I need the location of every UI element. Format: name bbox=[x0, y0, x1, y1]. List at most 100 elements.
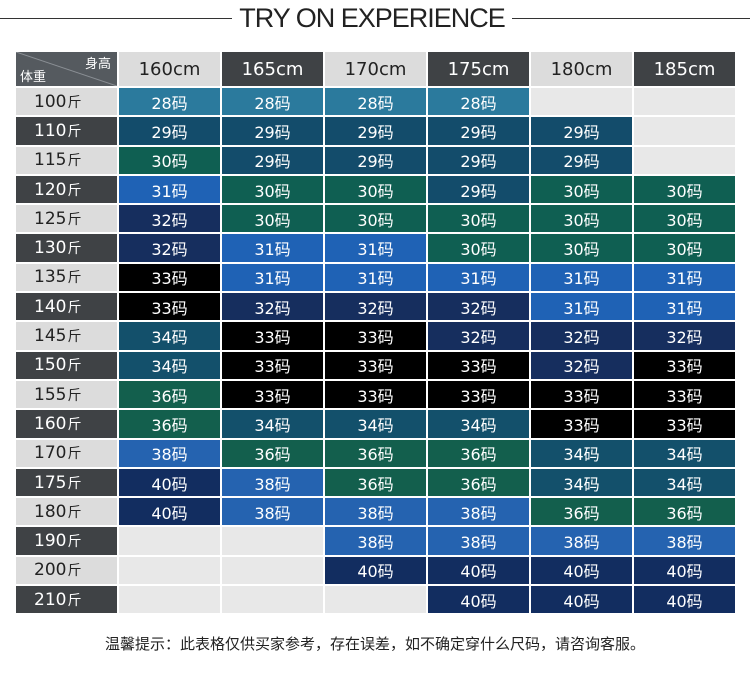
size-cell: 28码 bbox=[119, 88, 220, 116]
size-cell: 34码 bbox=[119, 351, 220, 379]
weight-header: 175斤 bbox=[16, 468, 117, 497]
size-cell: 32码 bbox=[428, 322, 529, 350]
page-title: TRY ON EXPERIENCE bbox=[239, 3, 506, 33]
size-cell: 40码 bbox=[634, 586, 735, 614]
size-cell: 36码 bbox=[119, 380, 220, 409]
size-cell: 32码 bbox=[119, 234, 220, 262]
size-cell: 31码 bbox=[634, 263, 735, 292]
table-row: 180斤 40码 38码 38码 38码 36码 36码 bbox=[16, 498, 735, 526]
size-cell: 30码 bbox=[325, 205, 426, 233]
size-cell: 32码 bbox=[325, 293, 426, 321]
weight-unit: 斤 bbox=[67, 123, 82, 140]
size-cell: 30码 bbox=[531, 234, 632, 262]
size-cell: 38码 bbox=[119, 439, 220, 467]
size-cell: 36码 bbox=[428, 439, 529, 467]
height-header: 180cm bbox=[531, 52, 632, 86]
size-cell: 36码 bbox=[531, 498, 632, 526]
weight-unit: 斤 bbox=[67, 446, 82, 463]
empty-cell bbox=[222, 527, 323, 555]
weight-value: 160 bbox=[34, 413, 67, 434]
size-cell: 38码 bbox=[222, 468, 323, 497]
weight-value: 135 bbox=[34, 267, 67, 288]
size-cell: 31码 bbox=[531, 263, 632, 292]
weight-unit: 斤 bbox=[67, 475, 82, 492]
size-cell: 33码 bbox=[119, 293, 220, 321]
weight-header: 125斤 bbox=[16, 205, 117, 233]
size-cell: 32码 bbox=[531, 322, 632, 350]
table-row: 140斤 33码 32码 32码 32码 31码 31码 bbox=[16, 293, 735, 321]
size-cell: 32码 bbox=[222, 293, 323, 321]
weight-unit: 斤 bbox=[67, 416, 82, 433]
corner-height-label: 身高 bbox=[84, 57, 111, 72]
weight-unit: 斤 bbox=[67, 241, 82, 258]
size-cell: 28码 bbox=[222, 88, 323, 116]
empty-cell bbox=[531, 88, 632, 116]
weight-value: 140 bbox=[34, 296, 67, 317]
size-cell: 34码 bbox=[428, 410, 529, 438]
size-cell: 38码 bbox=[325, 498, 426, 526]
table-row: 115斤 30码 29码 29码 29码 29码 bbox=[16, 146, 735, 174]
size-cell: 38码 bbox=[428, 498, 529, 526]
weight-header: 115斤 bbox=[16, 146, 117, 174]
size-cell: 30码 bbox=[325, 175, 426, 204]
table-row: 210斤 40码 40码 40码 bbox=[16, 586, 735, 614]
weight-value: 130 bbox=[34, 238, 67, 259]
weight-unit: 斤 bbox=[67, 563, 82, 580]
size-chart-body: 100斤 28码 28码 28码 28码 110斤 29码 29码 29码 29码 29码 115斤 3… bbox=[16, 88, 735, 614]
size-cell: 30码 bbox=[428, 234, 529, 262]
size-cell: 40码 bbox=[531, 556, 632, 585]
size-cell: 38码 bbox=[222, 498, 323, 526]
size-cell: 33码 bbox=[531, 380, 632, 409]
size-cell: 29码 bbox=[531, 117, 632, 145]
weight-unit: 斤 bbox=[67, 182, 82, 199]
weight-header: 160斤 bbox=[16, 410, 117, 438]
size-cell: 30码 bbox=[634, 205, 735, 233]
height-header: 175cm bbox=[428, 52, 529, 86]
size-cell: 34码 bbox=[222, 410, 323, 438]
weight-header: 145斤 bbox=[16, 322, 117, 350]
size-cell: 33码 bbox=[325, 322, 426, 350]
size-cell: 36码 bbox=[325, 439, 426, 467]
corner-weight-label: 体重 bbox=[20, 70, 47, 85]
weight-value: 100 bbox=[34, 91, 67, 112]
table-row: 125斤 32码 30码 30码 30码 30码 30码 bbox=[16, 205, 735, 233]
title-divider-right bbox=[512, 18, 750, 19]
table-row: 130斤 32码 31码 31码 30码 30码 30码 bbox=[16, 234, 735, 262]
table-row: 145斤 34码 33码 33码 32码 32码 32码 bbox=[16, 322, 735, 350]
weight-header: 135斤 bbox=[16, 263, 117, 292]
size-cell: 40码 bbox=[428, 556, 529, 585]
height-header: 170cm bbox=[325, 52, 426, 86]
weight-unit: 斤 bbox=[67, 211, 82, 228]
size-cell: 33码 bbox=[325, 351, 426, 379]
size-cell: 30码 bbox=[634, 234, 735, 262]
empty-cell bbox=[634, 146, 735, 174]
weight-value: 190 bbox=[34, 531, 67, 552]
height-header: 165cm bbox=[222, 52, 323, 86]
size-cell: 28码 bbox=[428, 88, 529, 116]
height-header: 160cm bbox=[119, 52, 220, 86]
size-cell: 38码 bbox=[634, 527, 735, 555]
table-row: 100斤 28码 28码 28码 28码 bbox=[16, 88, 735, 116]
empty-cell bbox=[119, 556, 220, 585]
size-cell: 32码 bbox=[531, 351, 632, 379]
size-cell: 36码 bbox=[634, 498, 735, 526]
size-cell: 33码 bbox=[222, 322, 323, 350]
size-cell: 33码 bbox=[222, 351, 323, 379]
size-chart-table: 身高 体重 160cm 165cm 170cm 175cm 180cm 185c… bbox=[14, 50, 737, 615]
size-cell: 33码 bbox=[428, 351, 529, 379]
size-cell: 31码 bbox=[119, 175, 220, 204]
weight-unit: 斤 bbox=[67, 153, 82, 170]
table-row: 135斤 33码 31码 31码 31码 31码 31码 bbox=[16, 263, 735, 292]
size-cell: 30码 bbox=[222, 205, 323, 233]
header-row: 身高 体重 160cm 165cm 170cm 175cm 180cm 185c… bbox=[16, 52, 735, 86]
size-cell: 29码 bbox=[428, 146, 529, 174]
empty-cell bbox=[119, 527, 220, 555]
size-cell: 36码 bbox=[325, 468, 426, 497]
size-cell: 29码 bbox=[428, 175, 529, 204]
size-advice-note: 温馨提示：此表格仅供买家参考，存在误差，如不确定穿什么尺码，请咨询客服。 bbox=[104, 635, 645, 653]
size-cell: 33码 bbox=[428, 380, 529, 409]
size-cell: 40码 bbox=[531, 586, 632, 614]
size-cell: 34码 bbox=[634, 439, 735, 467]
weight-unit: 斤 bbox=[67, 358, 82, 375]
size-cell: 30码 bbox=[222, 175, 323, 204]
